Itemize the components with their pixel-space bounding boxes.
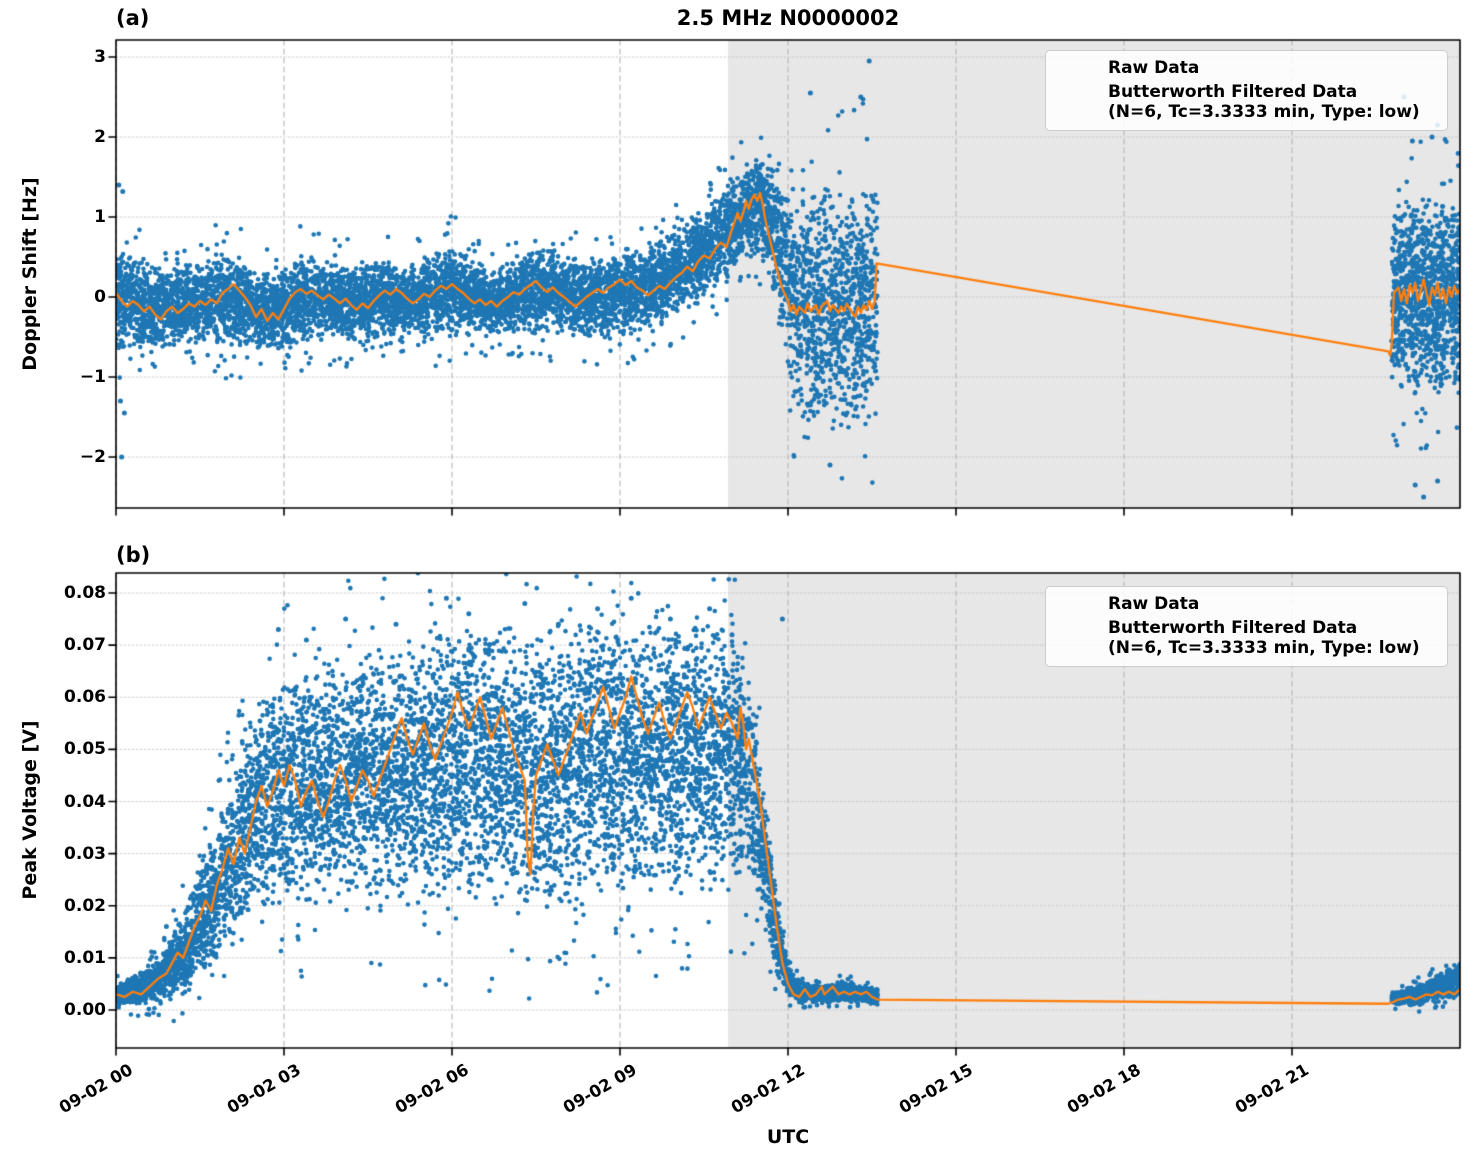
x-axis-label: UTC (766, 1126, 810, 1148)
raw-data-marker-icon (1052, 64, 1108, 72)
y-tick-label: 0.05 (64, 739, 106, 760)
filtered-line-icon (1059, 101, 1101, 104)
legend-entry-filtered: Butterworth Filtered Data (N=6, Tc=3.333… (1052, 618, 1439, 659)
y-tick-label: 0.06 (64, 687, 106, 708)
raw-dot-icon (1076, 600, 1084, 608)
legend-filtered-line1: Butterworth Filtered Data (1108, 617, 1358, 638)
y-tick-label: 0.01 (64, 947, 106, 968)
y-tick-label: −1 (79, 367, 106, 387)
y-tick-label: 0.02 (64, 895, 106, 916)
y-tick-label: 0.08 (64, 583, 106, 603)
y-tick-label: −2 (79, 447, 106, 467)
y-tick-label: 2 (94, 127, 106, 147)
y-tick-label: 0 (94, 287, 106, 307)
y-tick-label: 3 (94, 47, 106, 67)
legend-filtered-label: Butterworth Filtered Data (N=6, Tc=3.333… (1108, 82, 1420, 123)
legend-panel-b: Raw Data Butterworth Filtered Data (N=6,… (1045, 586, 1448, 668)
filtered-line-marker-icon (1052, 637, 1108, 640)
filtered-line-icon (1059, 637, 1101, 640)
y-tick-label: 1 (94, 207, 106, 227)
raw-dot-icon (1076, 64, 1084, 72)
y-tick-label: 0.03 (64, 843, 106, 864)
figure-title: 2.5 MHz N0000002 (676, 6, 900, 30)
y-tick-label: 0.00 (64, 1000, 106, 1020)
legend-filtered-line1: Butterworth Filtered Data (1108, 81, 1358, 102)
legend-filtered-line2: (N=6, Tc=3.3333 min, Type: low) (1108, 102, 1420, 123)
filtered-line-marker-icon (1052, 101, 1108, 104)
legend-entry-raw: Raw Data (1052, 58, 1439, 79)
legend-raw-label: Raw Data (1108, 594, 1200, 614)
legend-raw-label: Raw Data (1108, 58, 1200, 78)
legend-entry-filtered: Butterworth Filtered Data (N=6, Tc=3.333… (1052, 82, 1439, 123)
legend-filtered-label: Butterworth Filtered Data (N=6, Tc=3.333… (1108, 618, 1420, 659)
legend-filtered-line2: (N=6, Tc=3.3333 min, Type: low) (1108, 638, 1420, 659)
y-tick-label: 0.04 (64, 791, 106, 812)
raw-data-marker-icon (1052, 600, 1108, 608)
y-tick-label: 0.07 (64, 635, 106, 656)
legend-panel-a: Raw Data Butterworth Filtered Data (N=6,… (1045, 50, 1448, 132)
panel-a-label: (a) (116, 6, 150, 30)
legend-entry-raw: Raw Data (1052, 594, 1439, 615)
panel-b-label: (b) (116, 543, 151, 567)
y-axis-label-b: Peak Voltage [V] (19, 720, 41, 900)
y-axis-label-a: Doppler Shift [Hz] (19, 177, 41, 371)
